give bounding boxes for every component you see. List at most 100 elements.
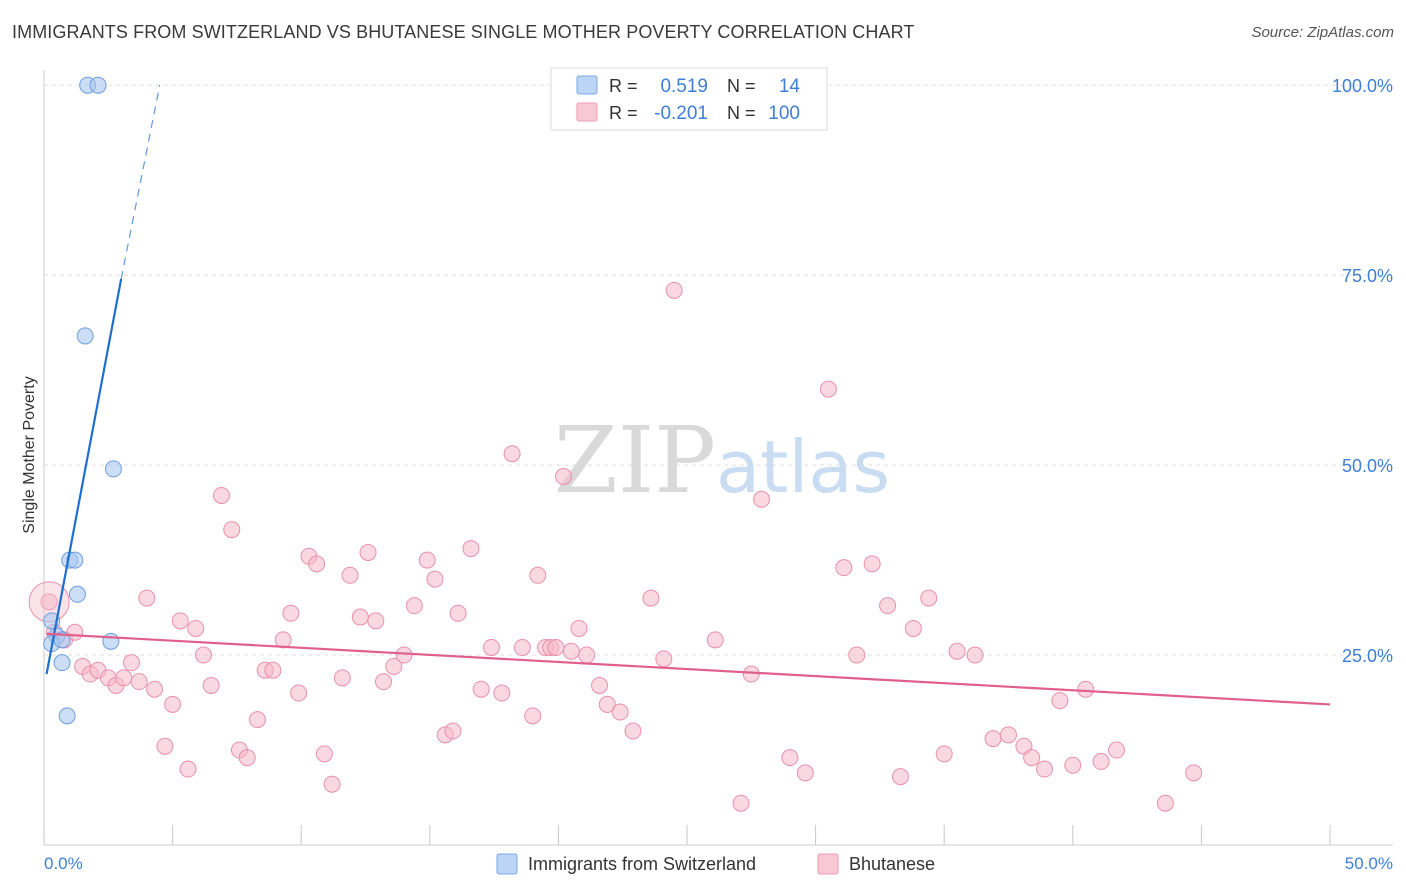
- bhutanese-point: [524, 707, 542, 725]
- switzerland-points: [43, 76, 122, 725]
- bhutanese-point: [179, 760, 197, 778]
- legend-swatch-pink: [576, 102, 598, 122]
- bhutanese-point: [385, 657, 403, 675]
- bhutanese-point: [984, 730, 1002, 748]
- series-label-bhutanese: Bhutanese: [849, 854, 935, 874]
- bhutanese-point: [879, 597, 897, 615]
- bhutanese-point: [948, 642, 966, 660]
- switzerland-point: [89, 76, 107, 94]
- bhutanese-point: [212, 486, 230, 504]
- bhutanese-point: [333, 669, 351, 687]
- series-legend: Immigrants from Switzerland Bhutanese: [496, 853, 935, 875]
- bhutanese-point: [562, 642, 580, 660]
- series-swatch-switzerland: [496, 853, 518, 875]
- bhutanese-trend-line: [46, 632, 1331, 706]
- switzerland-point: [76, 327, 94, 345]
- bhutanese-point: [472, 680, 490, 698]
- bhutanese-point: [351, 608, 369, 626]
- bhutanese-point: [904, 619, 922, 637]
- bhutanese-point: [1156, 794, 1174, 812]
- bhutanese-point: [513, 638, 531, 656]
- bhutanese-point: [315, 745, 333, 763]
- bhutanese-point: [483, 638, 501, 656]
- bhutanese-points: [28, 281, 1203, 812]
- y-tick-label: 25.0%: [1342, 646, 1393, 666]
- legend-r-label: R =: [609, 76, 638, 96]
- bhutanese-point: [920, 589, 938, 607]
- legend-r-value: -0.201: [654, 103, 708, 124]
- bhutanese-point: [1077, 680, 1095, 698]
- bhutanese-point: [493, 684, 511, 702]
- bhutanese-point: [1051, 692, 1069, 710]
- bhutanese-point: [164, 695, 182, 713]
- bhutanese-point: [238, 749, 256, 767]
- watermark: ZIP atlas: [554, 407, 890, 514]
- bhutanese-point: [732, 794, 750, 812]
- bhutanese-point: [1000, 726, 1017, 744]
- bhutanese-point: [753, 490, 771, 508]
- bhutanese-point: [1092, 752, 1110, 770]
- gridlines: [44, 84, 1393, 656]
- bhutanese-point: [264, 661, 282, 679]
- watermark-atlas: atlas: [716, 425, 890, 509]
- bhutanese-point: [194, 646, 212, 664]
- source-label: Source: ZipAtlas.com: [1251, 24, 1394, 41]
- bhutanese-point: [655, 650, 673, 668]
- bhutanese-point: [40, 593, 58, 611]
- bhutanese-point: [308, 555, 326, 573]
- bhutanese-point: [171, 612, 189, 630]
- bhutanese-point: [138, 589, 156, 607]
- bhutanese-point: [835, 559, 853, 577]
- bhutanese-point: [891, 768, 909, 786]
- y-tick-label: 50.0%: [1342, 456, 1393, 476]
- switzerland-trend-extension: [120, 85, 161, 280]
- bhutanese-point: [395, 646, 413, 664]
- legend-n-label: N =: [727, 103, 756, 123]
- bhutanese-point: [341, 566, 359, 584]
- bhutanese-point: [375, 673, 393, 691]
- bhutanese-point: [462, 540, 480, 558]
- x-tick-label-min: 0.0%: [44, 854, 83, 873]
- bhutanese-point: [742, 665, 760, 683]
- bhutanese-point: [1108, 741, 1126, 759]
- switzerland-point: [102, 632, 120, 650]
- legend-n-value: 14: [779, 76, 801, 97]
- bhutanese-point: [547, 638, 565, 656]
- bhutanese-point: [115, 669, 133, 687]
- axes: [43, 70, 1393, 846]
- switzerland-point: [58, 707, 76, 725]
- series-label-switzerland: Immigrants from Switzerland: [528, 854, 756, 874]
- watermark-zip: ZIP: [554, 407, 716, 514]
- bhutanese-point: [1023, 749, 1041, 767]
- bhutanese-point: [223, 521, 241, 539]
- bhutanese-point: [611, 703, 629, 721]
- bhutanese-point: [323, 775, 341, 793]
- legend-r-value: 0.519: [660, 76, 708, 97]
- bhutanese-point: [359, 543, 377, 561]
- series-swatch-bhutanese: [817, 853, 839, 875]
- bhutanese-point: [405, 597, 423, 615]
- bhutanese-point: [591, 676, 609, 694]
- bhutanese-point: [367, 612, 385, 630]
- switzerland-point: [104, 460, 122, 478]
- bhutanese-point: [863, 555, 881, 573]
- bhutanese-point: [935, 745, 953, 763]
- y-tick-labels: 25.0% 50.0% 75.0% 100.0%: [1332, 76, 1393, 666]
- y-axis-label: Single Mother Poverty: [21, 376, 38, 533]
- correlation-legend: R = 0.519 N = 14 R = -0.201 N = 100: [550, 67, 828, 131]
- switzerland-point: [68, 585, 86, 603]
- bhutanese-point: [598, 695, 616, 713]
- bhutanese-point: [130, 673, 148, 691]
- y-tick-label: 75.0%: [1342, 266, 1393, 286]
- bhutanese-point: [624, 722, 642, 740]
- bhutanese-point: [156, 737, 174, 755]
- bhutanese-point: [248, 711, 266, 729]
- chart-title: IMMIGRANTS FROM SWITZERLAND VS BHUTANESE…: [12, 22, 915, 42]
- legend-n-value: 100: [768, 103, 800, 124]
- bhutanese-point: [642, 589, 660, 607]
- bhutanese-point: [449, 604, 467, 622]
- bhutanese-point: [848, 646, 866, 664]
- bhutanese-point: [819, 380, 837, 398]
- bhutanese-point: [570, 619, 588, 637]
